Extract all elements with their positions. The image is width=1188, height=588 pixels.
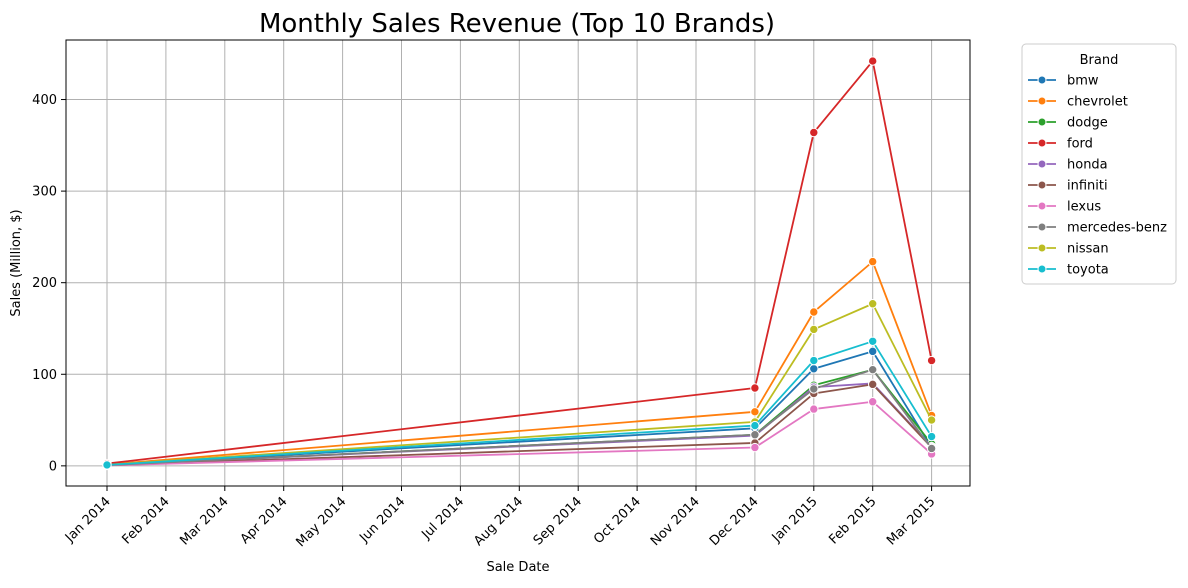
legend-marker (1037, 138, 1047, 148)
legend-label: bmw (1067, 74, 1099, 89)
x-tick-label: Dec 2014 (707, 494, 762, 549)
x-tick-label: Mar 2015 (884, 494, 938, 548)
y-tick-label: 400 (32, 93, 57, 108)
data-point-toyota[interactable] (102, 460, 112, 470)
legend-item-lexus[interactable]: lexus (1028, 200, 1101, 215)
data-point-mercedes-benz[interactable] (750, 430, 760, 440)
data-point-nissan[interactable] (809, 324, 819, 335)
legend-marker (1037, 75, 1047, 85)
legend-label: mercedes-benz (1067, 221, 1167, 236)
data-point-ford[interactable] (868, 56, 878, 66)
legend-item-infiniti[interactable]: infiniti (1028, 179, 1108, 194)
legend-item-mercedes-benz[interactable]: mercedes-benz (1028, 221, 1167, 236)
legend-marker (1037, 96, 1047, 106)
x-tick-label: Oct 2014 (591, 494, 644, 547)
legend-box (1021, 43, 1177, 285)
data-point-lexus[interactable] (868, 397, 878, 407)
x-tick-label: Jul 2014 (419, 494, 468, 543)
data-point-toyota[interactable] (926, 431, 937, 442)
legend-label: chevrolet (1067, 95, 1128, 110)
y-tick-label: 200 (32, 276, 57, 291)
y-axis-label: Sales (Million, $) (9, 209, 24, 316)
x-tick-label: Aug 2014 (471, 494, 526, 549)
data-point-mercedes-benz[interactable] (926, 443, 937, 454)
legend-label: nissan (1067, 242, 1109, 257)
legend-label: honda (1067, 158, 1108, 173)
legend-item-toyota[interactable]: toyota (1028, 263, 1109, 278)
x-tick-label: Sep 2014 (531, 494, 585, 548)
x-tick-label: Apr 2014 (238, 494, 291, 547)
data-point-chevrolet[interactable] (750, 407, 760, 417)
data-point-toyota[interactable] (868, 336, 878, 347)
legend-item-bmw[interactable]: bmw (1028, 74, 1099, 89)
plot-frame (65, 39, 971, 487)
legend-marker (1037, 264, 1047, 274)
legend-marker (1037, 243, 1047, 253)
y-tick-label: 100 (32, 368, 57, 383)
data-point-lexus[interactable] (809, 404, 819, 414)
legend-item-dodge[interactable]: dodge (1028, 116, 1108, 131)
legend-label: infiniti (1067, 179, 1108, 194)
legend-item-honda[interactable]: honda (1028, 158, 1108, 173)
x-tick-label: Jan 2015 (769, 494, 821, 546)
data-point-mercedes-benz[interactable] (809, 384, 819, 394)
legend-marker (1037, 201, 1047, 211)
data-point-chevrolet[interactable] (809, 307, 819, 317)
chart-title: Monthly Sales Revenue (Top 10 Brands) (259, 9, 775, 39)
data-point-nissan[interactable] (868, 299, 878, 309)
x-tick-label: May 2014 (294, 494, 350, 550)
series-toyota (102, 336, 937, 470)
legend-marker (1037, 222, 1047, 232)
data-point-lexus[interactable] (750, 442, 760, 453)
x-tick-label: Feb 2015 (826, 494, 879, 547)
legend-marker (1037, 180, 1047, 190)
y-tick-label: 300 (32, 185, 57, 200)
data-point-infiniti[interactable] (868, 379, 878, 390)
data-point-ford[interactable] (926, 355, 937, 366)
legend-label: ford (1067, 137, 1093, 152)
legend-item-ford[interactable]: ford (1028, 137, 1093, 152)
legend-title: Brand (1080, 53, 1119, 68)
legend-label: lexus (1067, 200, 1101, 215)
legend-label: dodge (1067, 116, 1108, 131)
legend-marker (1037, 159, 1047, 169)
x-tick-label: Mar 2014 (177, 494, 231, 548)
x-tick-label: Feb 2014 (120, 494, 173, 547)
x-tick-label: Jan 2014 (62, 494, 114, 546)
data-point-ford[interactable] (809, 127, 819, 138)
data-point-nissan[interactable] (926, 415, 937, 425)
x-axis-label: Sale Date (486, 560, 549, 575)
legend[interactable]: Brand bmw chevrolet dodge ford honda infiniti… (1021, 43, 1177, 285)
data-point-toyota[interactable] (809, 355, 819, 366)
data-point-bmw[interactable] (809, 364, 819, 374)
data-point-mercedes-benz[interactable] (868, 364, 878, 375)
series-layer (102, 56, 937, 471)
ticks-layer: Jan 2014 Feb 2014 Mar 2014 Apr 2014 May 2014… (32, 93, 938, 550)
legend-item-chevrolet[interactable]: chevrolet (1028, 95, 1128, 110)
legend-item-nissan[interactable]: nissan (1028, 242, 1109, 257)
y-tick-label: 0 (49, 459, 57, 474)
x-tick-label: Nov 2014 (648, 494, 703, 549)
data-point-toyota[interactable] (750, 420, 760, 431)
legend-items: bmw chevrolet dodge ford honda infiniti lexus m… (1028, 74, 1167, 278)
legend-label: toyota (1067, 263, 1109, 278)
data-point-ford[interactable] (750, 383, 760, 393)
x-tick-label: Jun 2014 (356, 494, 408, 546)
data-point-bmw[interactable] (868, 346, 878, 357)
data-point-chevrolet[interactable] (868, 256, 878, 267)
legend-marker (1037, 117, 1047, 127)
